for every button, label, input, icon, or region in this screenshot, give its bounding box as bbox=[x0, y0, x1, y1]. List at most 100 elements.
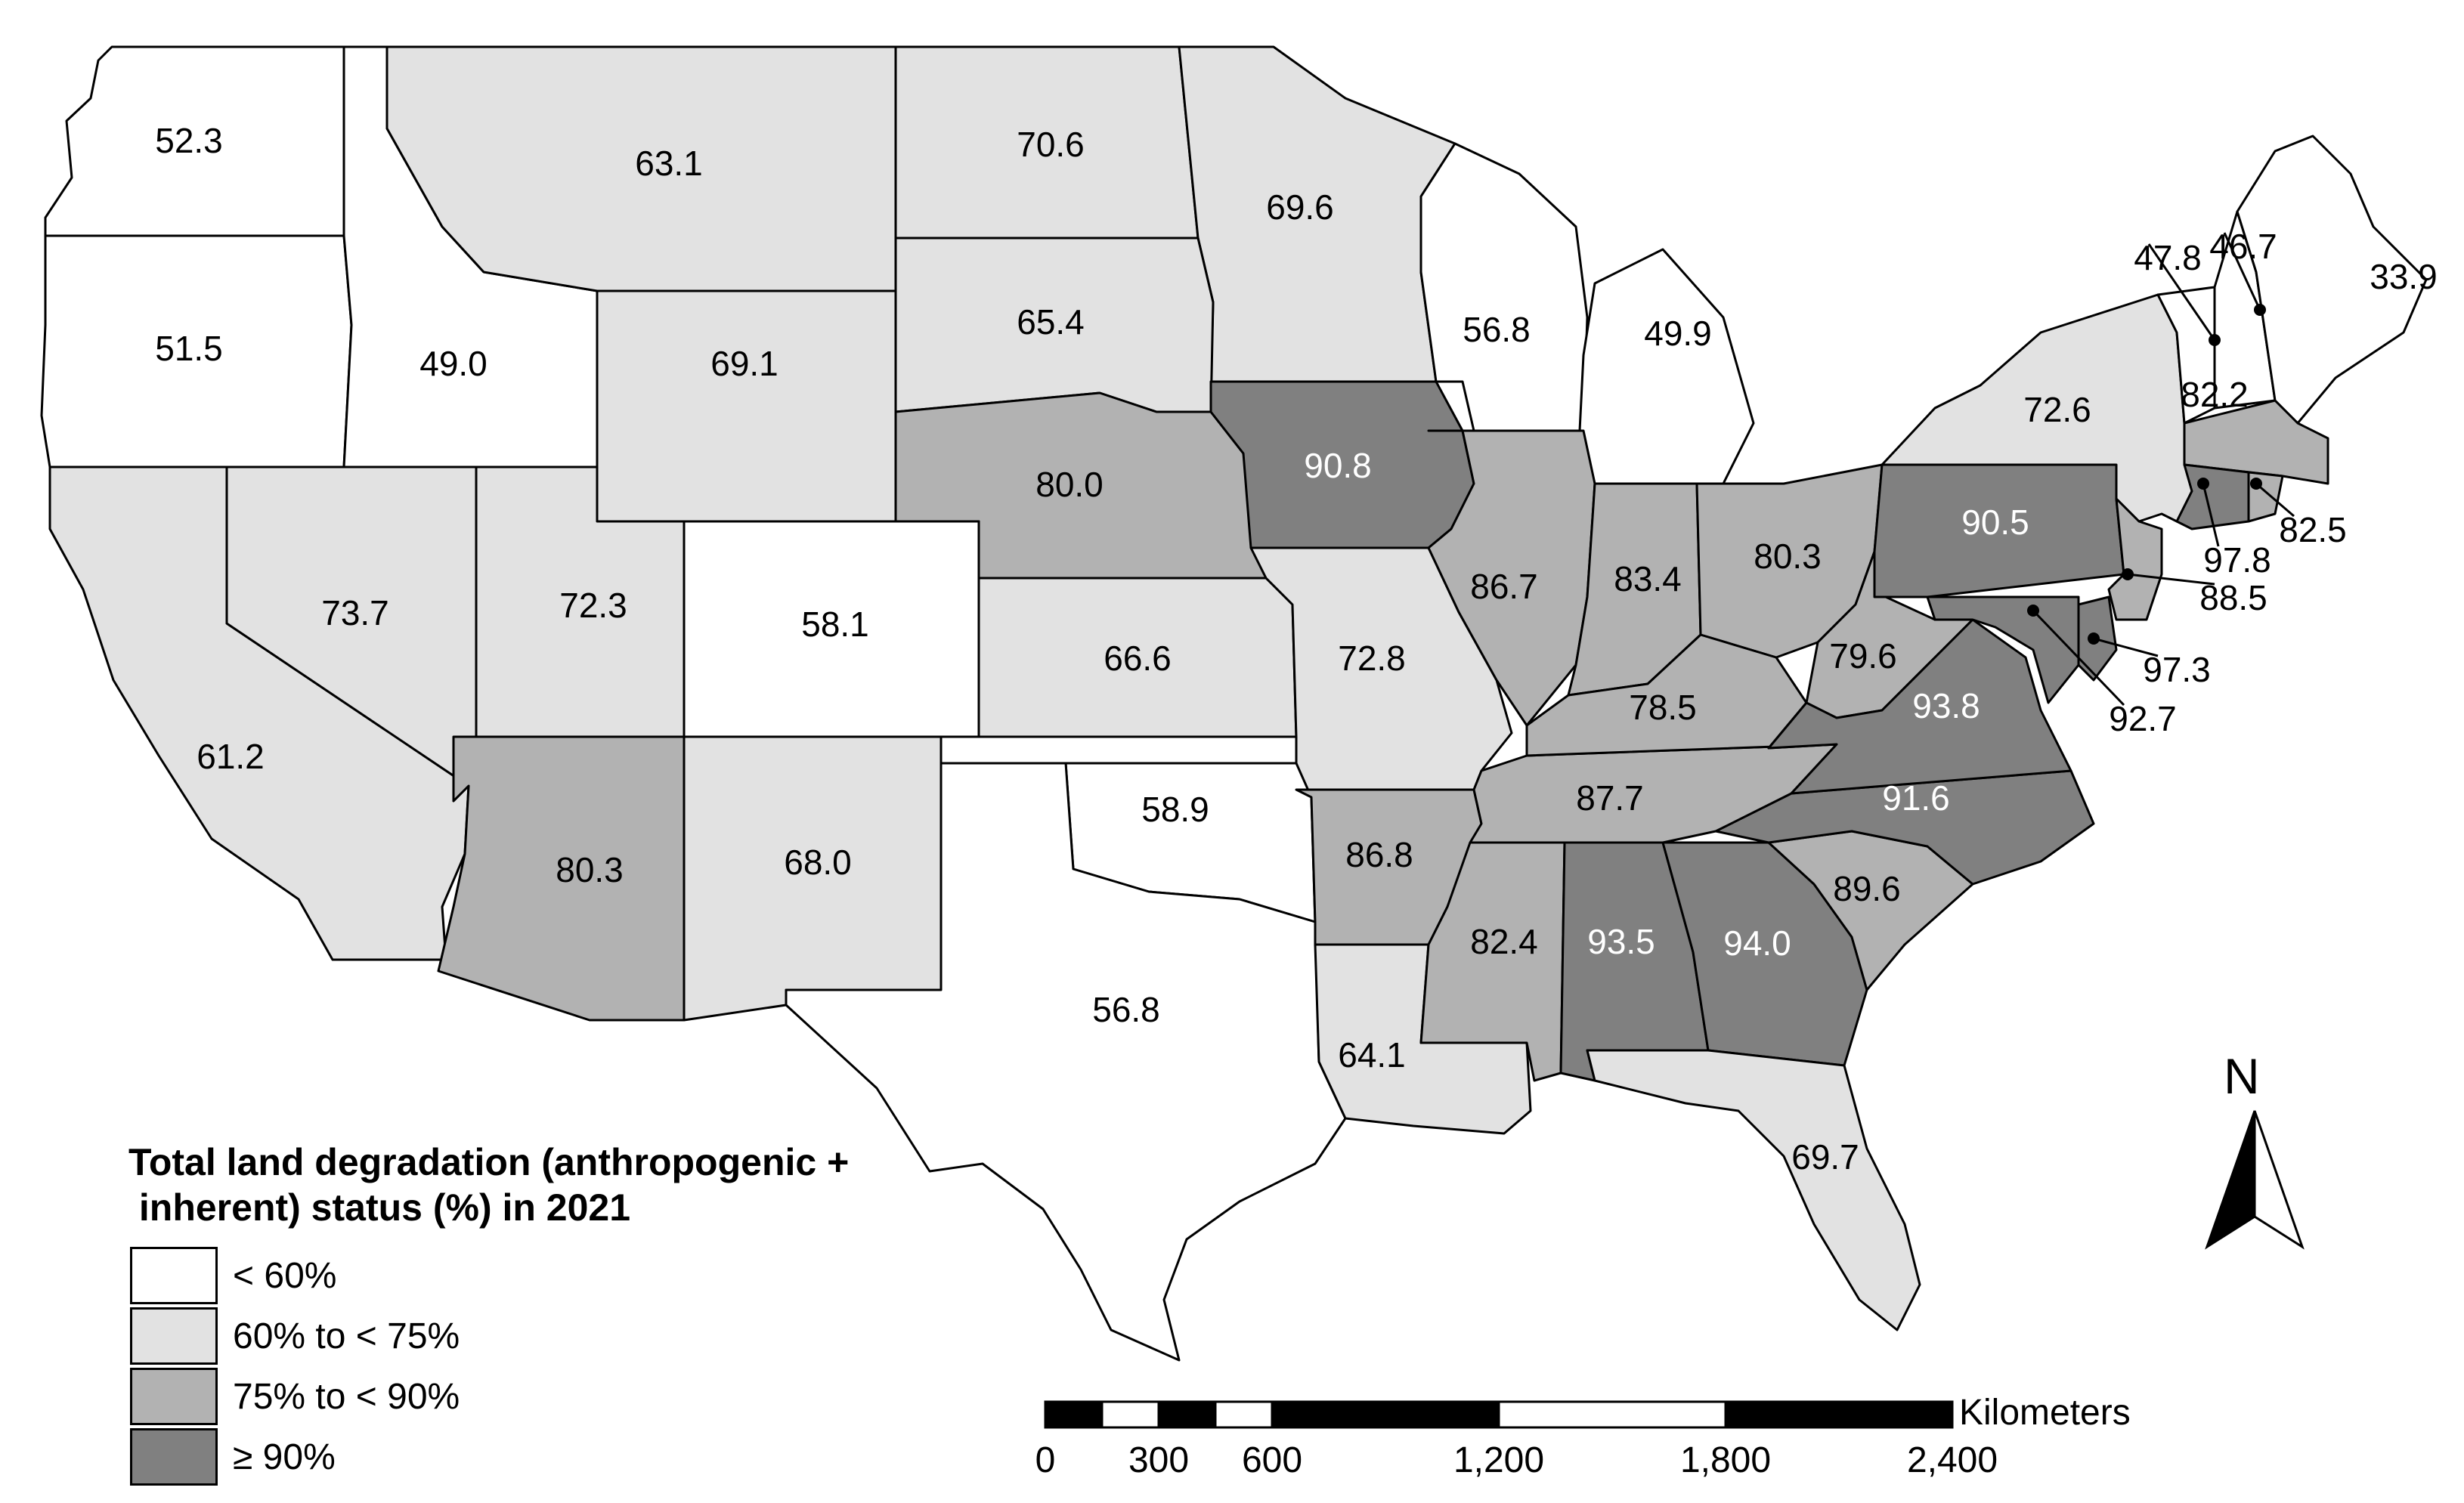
state-label-AZ: 80.3 bbox=[556, 850, 624, 889]
state-label-ID: 49.0 bbox=[419, 344, 488, 383]
state-label-NC: 91.6 bbox=[1882, 778, 1950, 818]
legend-label: 75% to < 90% bbox=[233, 1376, 460, 1417]
state-MD bbox=[1926, 595, 2080, 704]
legend-label: < 60% bbox=[233, 1255, 337, 1296]
scale-segment bbox=[1044, 1400, 1104, 1429]
scale-tick-label: 1,200 bbox=[1453, 1440, 1545, 1480]
leader-line-NH bbox=[2223, 232, 2261, 311]
state-label-CO: 58.1 bbox=[801, 605, 869, 644]
state-KY bbox=[1525, 633, 1838, 757]
state-label-WV: 79.6 bbox=[1829, 636, 1897, 676]
state-label-ND: 70.6 bbox=[1017, 125, 1085, 164]
leader-dot-DE bbox=[2088, 632, 2100, 645]
leader-dot-RI bbox=[2250, 478, 2262, 490]
leader-line-DE bbox=[2093, 637, 2159, 657]
state-label-OK: 58.9 bbox=[1141, 790, 1209, 829]
north-arrow-label: N bbox=[2224, 1048, 2260, 1104]
scale-segment bbox=[1724, 1400, 1954, 1429]
scale-tick-label: 2,400 bbox=[1906, 1440, 1998, 1480]
scale-segment bbox=[1271, 1400, 1500, 1429]
state-label-IN: 83.4 bbox=[1614, 559, 1682, 598]
state-label-MS: 82.4 bbox=[1470, 922, 1538, 961]
leader-dot-VT bbox=[2209, 334, 2221, 346]
state-label-ME: 33.9 bbox=[2370, 257, 2438, 296]
state-label-MO: 72.8 bbox=[1338, 639, 1406, 678]
legend-swatch bbox=[130, 1307, 218, 1365]
state-label-MA: 82.2 bbox=[2181, 375, 2249, 414]
state-ME bbox=[2236, 135, 2428, 425]
state-label-OR: 51.5 bbox=[155, 329, 223, 368]
state-label-DE: 97.3 bbox=[2143, 650, 2211, 689]
state-label-FL: 69.7 bbox=[1791, 1137, 1859, 1177]
state-VA bbox=[1767, 618, 2072, 795]
state-NJ bbox=[2107, 497, 2163, 621]
legend-swatch bbox=[130, 1428, 218, 1486]
state-label-LA: 64.1 bbox=[1338, 1035, 1406, 1075]
state-label-TX: 56.8 bbox=[1092, 990, 1160, 1029]
scale-tick-label: 600 bbox=[1241, 1440, 1303, 1480]
state-FL bbox=[1586, 1049, 1921, 1331]
legend-label: 60% to < 75% bbox=[233, 1316, 460, 1356]
state-label-OH: 80.3 bbox=[1754, 537, 1822, 576]
leader-line-RI bbox=[2255, 482, 2295, 518]
state-label-AR: 86.8 bbox=[1345, 835, 1413, 874]
scale-bar bbox=[1044, 1400, 1954, 1429]
state-label-SD: 65.4 bbox=[1017, 302, 1085, 342]
leader-dot-NJ bbox=[2122, 568, 2134, 580]
state-WY bbox=[596, 289, 897, 523]
leader-line-CT bbox=[2202, 483, 2220, 547]
state-label-AL: 93.5 bbox=[1587, 922, 1655, 961]
legend-item: 75% to < 90% bbox=[130, 1366, 460, 1427]
state-label-WI: 56.8 bbox=[1463, 310, 1531, 349]
leader-line-MD bbox=[2032, 609, 2125, 707]
leader-line-NJ bbox=[2127, 573, 2215, 586]
north-arrow-icon bbox=[2205, 1110, 2305, 1250]
scale-segment bbox=[1497, 1400, 1727, 1429]
scale-tick-label: 1,800 bbox=[1679, 1440, 1772, 1480]
state-WI bbox=[1419, 142, 1589, 432]
leader-line-VT bbox=[2147, 243, 2216, 341]
scale-tick-label: 300 bbox=[1128, 1440, 1190, 1480]
state-label-GA: 94.0 bbox=[1723, 923, 1791, 963]
state-label-NV: 73.7 bbox=[321, 593, 389, 632]
state-label-SC: 89.6 bbox=[1833, 869, 1901, 908]
state-label-UT: 72.3 bbox=[559, 586, 627, 625]
scale-segment bbox=[1157, 1400, 1217, 1429]
legend-item: 60% to < 75% bbox=[130, 1306, 460, 1366]
legend-swatch bbox=[130, 1368, 218, 1425]
leader-dot-MD bbox=[2027, 605, 2039, 617]
legend-item: ≥ 90% bbox=[130, 1427, 336, 1487]
state-label-MT: 63.1 bbox=[635, 144, 703, 183]
state-label-PA: 90.5 bbox=[1961, 503, 2029, 542]
state-label-NM: 68.0 bbox=[784, 843, 852, 882]
state-label-MN: 69.6 bbox=[1266, 187, 1334, 227]
state-label-MD: 92.7 bbox=[2109, 699, 2177, 738]
state-label-WA: 52.3 bbox=[155, 121, 223, 160]
state-label-WY: 69.1 bbox=[710, 344, 779, 383]
state-label-NH: 46.7 bbox=[2209, 227, 2277, 266]
state-label-NE: 80.0 bbox=[1035, 465, 1104, 504]
state-label-CA: 61.2 bbox=[197, 737, 265, 776]
legend-label: ≥ 90% bbox=[233, 1437, 336, 1477]
state-label-KS: 66.6 bbox=[1104, 639, 1172, 678]
scale-segment bbox=[1100, 1400, 1160, 1429]
state-TX bbox=[785, 762, 1347, 1362]
leader-dot-CT bbox=[2197, 478, 2209, 490]
state-label-KY: 78.5 bbox=[1629, 688, 1697, 727]
state-label-RI: 82.5 bbox=[2279, 510, 2347, 549]
state-label-MI: 49.9 bbox=[1644, 314, 1712, 353]
legend-item: < 60% bbox=[130, 1245, 336, 1306]
state-label-VA: 93.8 bbox=[1912, 686, 1980, 725]
state-label-IA: 90.8 bbox=[1304, 446, 1372, 485]
state-label-CT: 97.8 bbox=[2203, 540, 2271, 580]
state-label-NY: 72.6 bbox=[2023, 390, 2091, 429]
leader-dot-NH bbox=[2254, 304, 2266, 316]
scale-tick-label: 0 bbox=[1035, 1440, 1056, 1480]
legend-swatch bbox=[130, 1247, 218, 1304]
scale-unit-label: Kilometers bbox=[1959, 1393, 2131, 1433]
legend-title: Total land degradation (anthropogenic + … bbox=[128, 1141, 850, 1229]
state-label-IL: 86.7 bbox=[1470, 567, 1538, 606]
state-label-TN: 87.7 bbox=[1576, 778, 1644, 818]
scale-segment bbox=[1214, 1400, 1274, 1429]
